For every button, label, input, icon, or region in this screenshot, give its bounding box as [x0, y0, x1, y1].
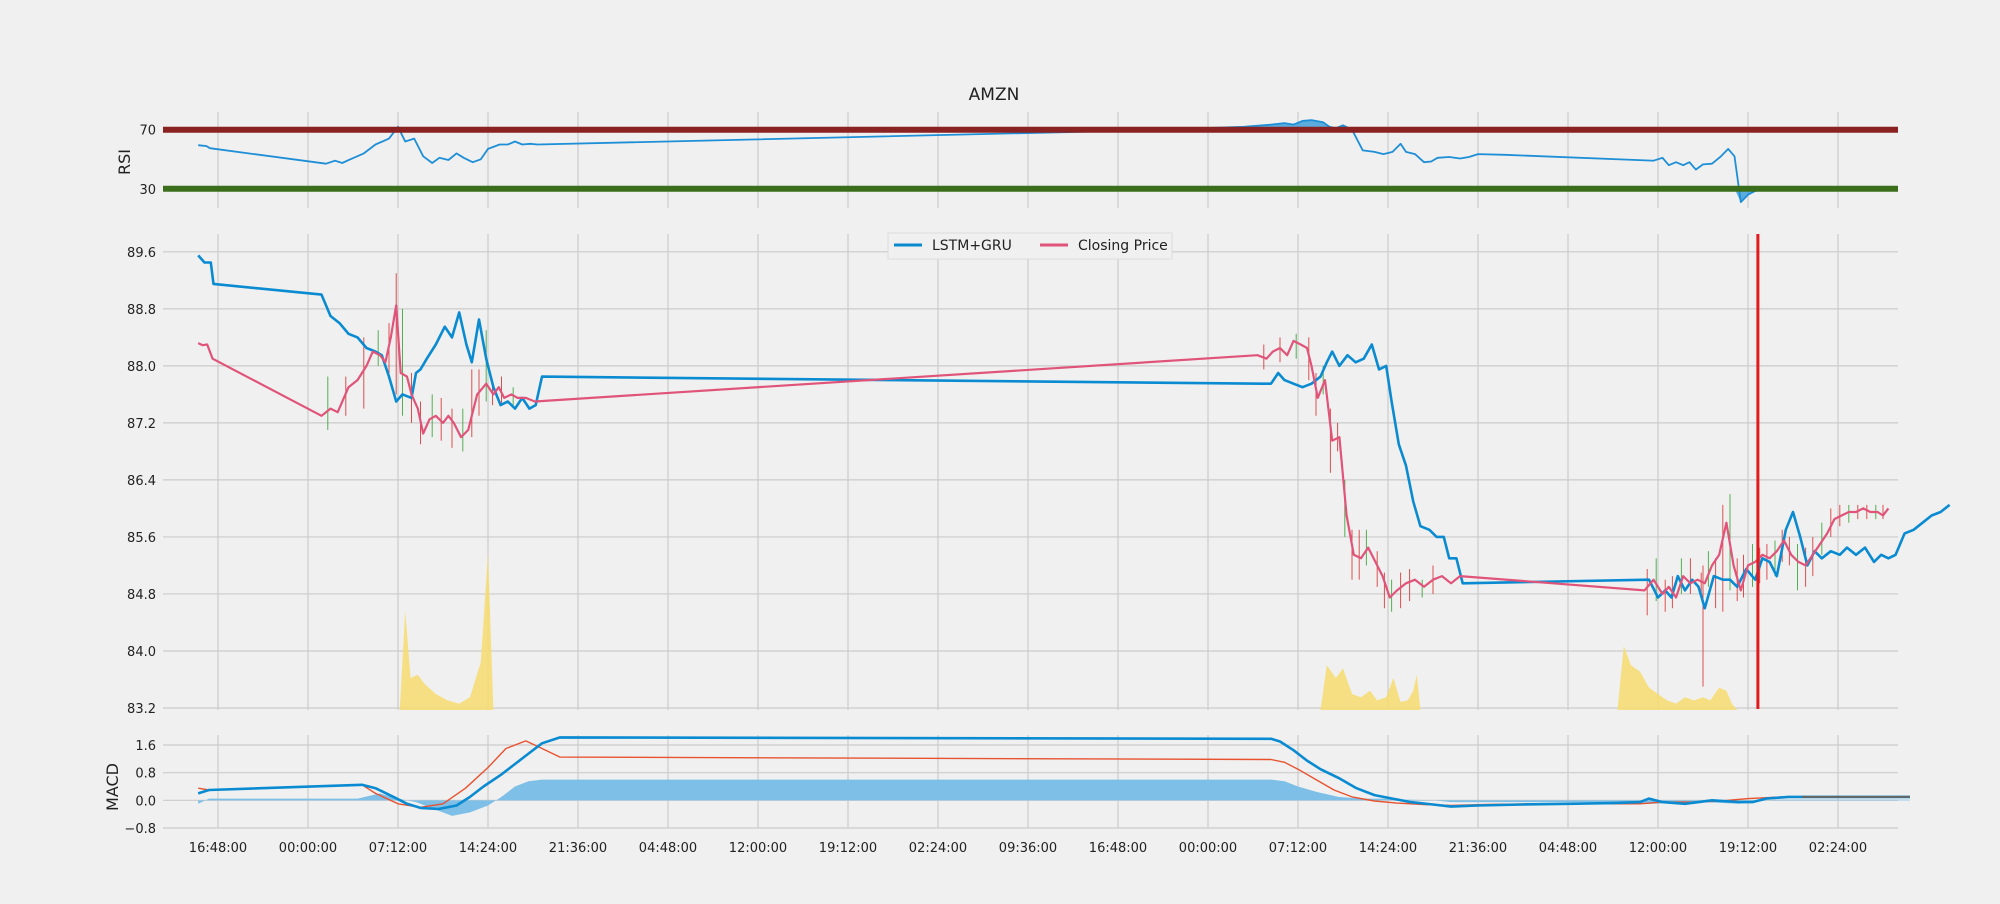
x-tick-16: 12:00:00 [1629, 841, 1687, 856]
x-tick-12: 07:12:00 [1269, 841, 1327, 856]
macd-ytick-3: 1.6 [135, 739, 156, 754]
price-ytick-4: 86.4 [127, 474, 156, 489]
x-tick-13: 14:24:00 [1359, 841, 1417, 856]
series-lstm-gru [197, 254, 1951, 610]
price-ytick-1: 84.0 [127, 645, 156, 660]
legend-box [887, 232, 1173, 260]
x-tick-2: 07:12:00 [369, 841, 427, 856]
price-ytick-8: 89.6 [127, 246, 156, 261]
macd-ytick-1: 0.0 [135, 794, 156, 809]
rsi-ytick-1: 70 [139, 124, 156, 139]
macd-line [197, 736, 1910, 811]
volume-area-2 [1617, 646, 1738, 710]
x-tick-0: 16:48:00 [189, 841, 247, 856]
x-tick-6: 12:00:00 [729, 841, 787, 856]
legend-label-lstm-gru: LSTM+GRU [932, 238, 1012, 254]
legend-label-closing-price: Closing Price [1078, 238, 1168, 254]
macd-histogram [198, 779, 1911, 816]
price-ytick-0: 83.2 [127, 702, 156, 717]
x-tick-5: 04:48:00 [639, 841, 697, 856]
x-tick-9: 09:36:00 [999, 841, 1057, 856]
macd-axis-label: MACD [103, 763, 122, 811]
macd-ytick-2: 0.8 [135, 767, 156, 782]
x-tick-8: 02:24:00 [909, 841, 967, 856]
rsi-line [198, 119, 1767, 203]
x-tick-3: 14:24:00 [459, 841, 517, 856]
x-tick-11: 00:00:00 [1179, 841, 1237, 856]
x-tick-4: 21:36:00 [549, 841, 607, 856]
x-tick-17: 19:12:00 [1719, 841, 1777, 856]
x-tick-15: 04:48:00 [1539, 841, 1597, 856]
rsi-axis-label: RSI [115, 149, 134, 175]
volume-area-1 [1320, 665, 1421, 710]
x-tick-10: 16:48:00 [1089, 841, 1147, 856]
price-ytick-7: 88.8 [127, 303, 156, 318]
x-tick-14: 21:36:00 [1449, 841, 1507, 856]
macd-ytick-0: −0.8 [124, 822, 156, 837]
price-ytick-3: 85.6 [127, 531, 156, 546]
x-tick-7: 19:12:00 [819, 841, 877, 856]
price-ytick-2: 84.8 [127, 588, 156, 603]
chart-title: AMZN [969, 85, 1020, 105]
price-ytick-5: 87.2 [127, 417, 156, 432]
rsi-ytick-0: 30 [139, 183, 156, 198]
x-tick-1: 00:00:00 [279, 841, 337, 856]
series-closing-price [197, 304, 1890, 599]
volume-area-0 [399, 553, 494, 710]
x-tick-18: 02:24:00 [1809, 841, 1867, 856]
price-ytick-6: 88.0 [127, 360, 156, 375]
